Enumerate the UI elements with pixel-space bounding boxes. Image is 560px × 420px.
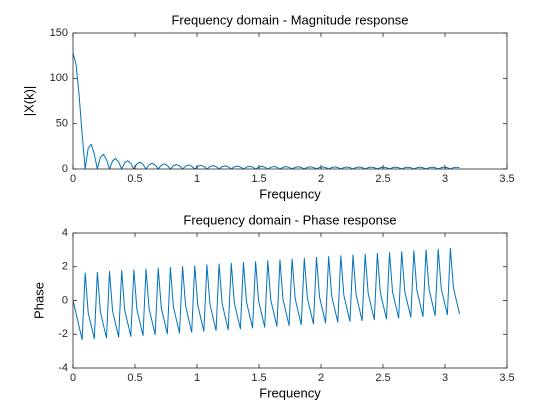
x-tick-label: 0 (70, 173, 76, 185)
y-axis-label: |X(k)| (21, 86, 36, 117)
x-tick-label: 1.5 (251, 173, 266, 185)
data-line (73, 247, 461, 341)
axes-background (73, 33, 507, 169)
x-tick-label: 1 (194, 173, 200, 185)
x-tick-label: 3 (442, 173, 448, 185)
x-tick-label: 2.5 (375, 173, 390, 185)
x-axis-label: Frequency (259, 186, 321, 201)
y-tick-label: 0 (62, 163, 68, 175)
x-tick-label: 0 (70, 372, 76, 384)
x-tick-label: 0.5 (127, 372, 142, 384)
y-axis-label: Phase (31, 282, 46, 319)
y-tick-label: 50 (56, 118, 68, 130)
x-tick-label: 1 (194, 372, 200, 384)
y-tick-label: 2 (62, 261, 68, 273)
y-tick-label: -4 (58, 362, 68, 374)
y-tick-label: 100 (50, 72, 68, 84)
x-tick-label: 0.5 (127, 173, 142, 185)
y-tick-label: 4 (62, 227, 68, 239)
x-axis-label: Frequency (259, 385, 321, 400)
y-tick-label: 150 (50, 27, 68, 39)
chart-title: Frequency domain - Magnitude response (171, 12, 408, 27)
chart-title: Frequency domain - Phase response (183, 212, 396, 227)
data-line (73, 52, 460, 169)
x-tick-label: 2 (318, 173, 324, 185)
y-tick-label: -2 (58, 328, 68, 340)
y-tick-label: 0 (62, 294, 68, 306)
x-tick-label: 3.5 (499, 173, 514, 185)
x-tick-label: 3.5 (499, 372, 514, 384)
axes-box (72, 32, 508, 170)
x-tick-label: 1.5 (251, 372, 266, 384)
x-tick-label: 3 (442, 372, 448, 384)
x-tick-label: 2.5 (375, 372, 390, 384)
x-tick-label: 2 (318, 372, 324, 384)
